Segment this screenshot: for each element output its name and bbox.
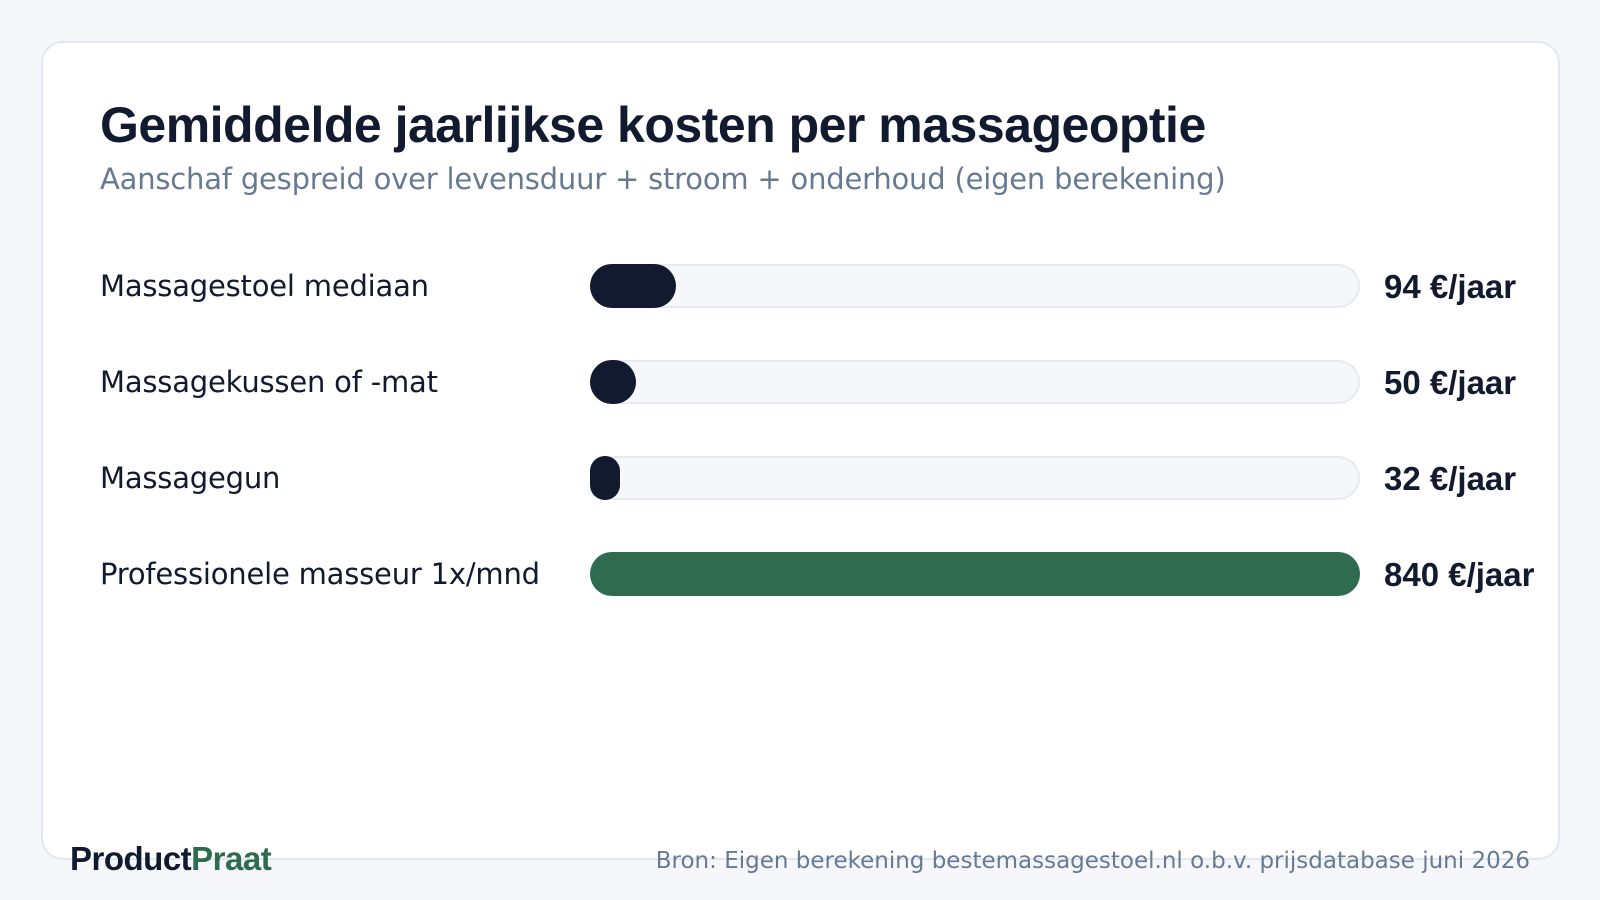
bar-track bbox=[590, 360, 1360, 404]
brand-logo: ProductPraat bbox=[70, 840, 272, 878]
bar-value-label: 840 €/jaar bbox=[1384, 556, 1535, 593]
bar-row: Massagestoel mediaan 94 €/jaar bbox=[0, 264, 1600, 310]
bar-row: Professionele masseur 1x/mnd 840 €/jaar bbox=[0, 552, 1600, 598]
bar-row: Massagegun 32 €/jaar bbox=[0, 456, 1600, 502]
chart-title: Gemiddelde jaarlijkse kosten per massage… bbox=[100, 97, 1206, 153]
bar-row: Massagekussen of -mat 50 €/jaar bbox=[0, 360, 1600, 406]
bar bbox=[590, 360, 636, 404]
chart-card bbox=[41, 41, 1560, 860]
bar-track bbox=[590, 264, 1360, 308]
bar-category-label: Professionele masseur 1x/mnd bbox=[100, 557, 540, 591]
bar-value-label: 94 €/jaar bbox=[1384, 268, 1517, 305]
source-note: Bron: Eigen berekening bestemassagestoel… bbox=[655, 848, 1530, 874]
bar-category-label: Massagestoel mediaan bbox=[100, 269, 429, 303]
bar-category-label: Massagekussen of -mat bbox=[100, 365, 438, 399]
bar-value-label: 50 €/jaar bbox=[1384, 364, 1517, 401]
bar bbox=[590, 552, 1360, 596]
bar bbox=[590, 456, 620, 500]
bar bbox=[590, 264, 676, 308]
brand-name-part1: Product bbox=[70, 840, 192, 877]
bar-track bbox=[590, 456, 1360, 500]
bar-category-label: Massagegun bbox=[100, 461, 281, 495]
brand-name-part2: Praat bbox=[191, 840, 272, 877]
chart-subtitle: Aanschaf gespreid over levensduur + stro… bbox=[100, 162, 1226, 196]
bar-value-label: 32 €/jaar bbox=[1384, 460, 1517, 497]
